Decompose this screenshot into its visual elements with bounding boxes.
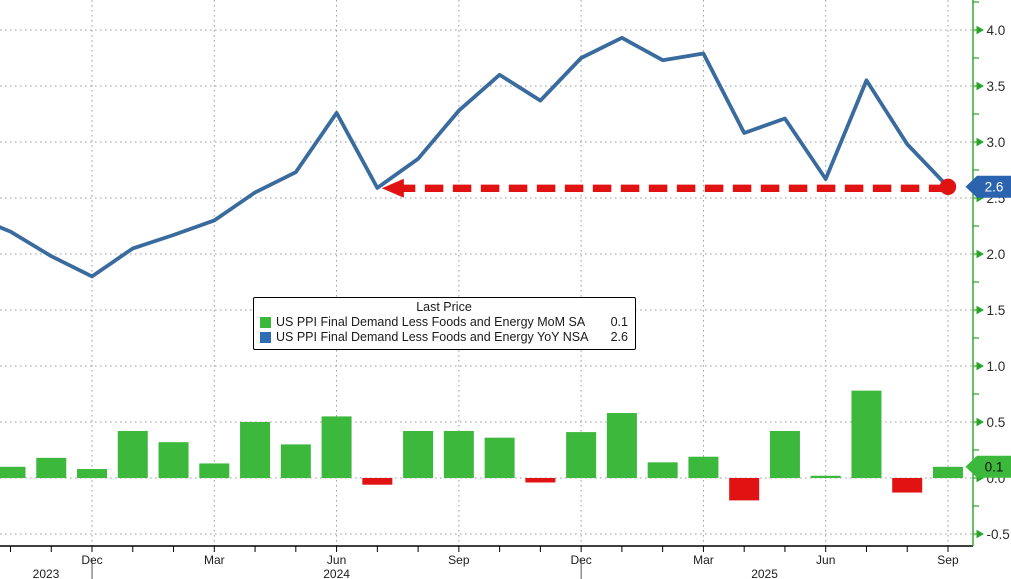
- y-tick-arrow-icon: [976, 361, 984, 371]
- mom-bar: [525, 478, 556, 483]
- mom-bar: [36, 457, 67, 478]
- y-tick-label: 1.5: [987, 303, 1006, 318]
- legend-item-mom[interactable]: US PPI Final Demand Less Foods and Energ…: [260, 315, 628, 330]
- mom-bar: [280, 444, 311, 478]
- mom-bar: [362, 478, 393, 485]
- mom-bar: [810, 475, 841, 478]
- mom-bar: [688, 456, 719, 478]
- arrow-head: [381, 178, 404, 198]
- y-tick-arrow-icon: [976, 529, 984, 539]
- axis-badge-yoy: [965, 175, 1011, 198]
- mom-bar: [892, 478, 923, 493]
- yoy-line: [0, 35, 950, 279]
- y-tick-label: 0.5: [987, 415, 1006, 430]
- mom-bar: [0, 466, 26, 478]
- mom-bar: [932, 466, 963, 478]
- axis-badge-text: 0.1: [985, 460, 1004, 475]
- legend-title: Last Price: [416, 300, 472, 314]
- y-tick-arrow-icon: [976, 81, 984, 91]
- mom-bar: [769, 430, 800, 478]
- year-label: 2024: [323, 567, 350, 579]
- month-label: Mar: [693, 553, 714, 567]
- legend-swatch-yoy-icon: [260, 332, 271, 343]
- legend-box[interactable]: Last Price US PPI Final Demand Less Food…: [253, 297, 636, 350]
- year-label: 2025: [751, 567, 778, 579]
- mom-bar: [77, 469, 108, 478]
- mom-bar: [729, 478, 760, 501]
- y-tick-arrow-icon: [976, 25, 984, 35]
- y-tick-label: 2.0: [987, 247, 1006, 262]
- month-label: Sep: [448, 553, 470, 567]
- y-tick-arrow-icon: [976, 305, 984, 315]
- mom-bar: [484, 437, 515, 478]
- y-tick-label: 4.0: [987, 23, 1006, 38]
- mom-bar: [647, 462, 678, 478]
- legend-value-mom: 0.1: [610, 315, 628, 329]
- legend-label-yoy: US PPI Final Demand Less Foods and Energ…: [276, 330, 589, 344]
- month-label: Sep: [937, 553, 959, 567]
- y-tick-label: 1.0: [987, 359, 1006, 374]
- y-tick-label: -0.5: [987, 527, 1010, 542]
- mom-bar: [240, 422, 271, 478]
- mom-bar: [443, 430, 474, 478]
- mom-bar: [403, 430, 434, 478]
- y-tick-arrow-icon: [976, 417, 984, 427]
- mom-bar: [199, 463, 230, 478]
- y-tick-arrow-icon: [976, 137, 984, 147]
- month-label: Jun: [816, 553, 835, 567]
- mom-bar: [158, 442, 189, 478]
- y-tick-label: 3.5: [987, 79, 1006, 94]
- mom-bar: [321, 416, 352, 478]
- legend-item-yoy[interactable]: US PPI Final Demand Less Foods and Energ…: [260, 330, 628, 345]
- month-label: Mar: [204, 553, 225, 567]
- legend-value-yoy: 2.6: [610, 330, 628, 344]
- mom-bar: [606, 413, 637, 478]
- axis-badge-text: 2.6: [985, 180, 1004, 195]
- y-tick-arrow-icon: [976, 249, 984, 259]
- legend-swatch-mom-icon: [260, 317, 271, 328]
- month-label: Jun: [327, 553, 346, 567]
- mom-bar: [851, 390, 882, 478]
- mom-bar: [566, 432, 597, 478]
- mom-bar: [117, 430, 148, 478]
- year-label: 2023: [33, 567, 60, 579]
- last-price-dot: [939, 178, 957, 195]
- legend-label-mom: US PPI Final Demand Less Foods and Energ…: [276, 315, 586, 329]
- axis-badge-mom: [965, 455, 1011, 478]
- y-tick-label: 3.0: [987, 135, 1006, 150]
